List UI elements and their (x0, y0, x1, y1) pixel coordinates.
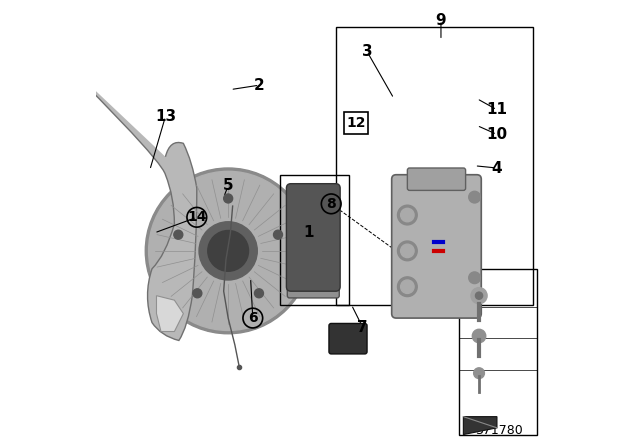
Circle shape (472, 329, 486, 343)
Circle shape (468, 191, 481, 203)
Circle shape (145, 168, 311, 334)
Circle shape (148, 171, 308, 331)
Circle shape (468, 272, 481, 284)
Text: 11: 11 (486, 102, 508, 117)
Text: 4: 4 (492, 160, 502, 176)
Circle shape (397, 241, 417, 261)
Circle shape (474, 368, 484, 379)
Text: 10: 10 (486, 127, 508, 142)
Text: 8: 8 (326, 197, 336, 211)
Circle shape (397, 205, 417, 225)
Bar (280, 175, 349, 305)
Circle shape (255, 289, 264, 298)
Circle shape (476, 292, 483, 299)
Bar (459, 269, 538, 435)
FancyBboxPatch shape (407, 168, 466, 190)
FancyBboxPatch shape (287, 184, 340, 291)
Text: 6: 6 (248, 311, 258, 325)
Circle shape (401, 208, 414, 222)
FancyBboxPatch shape (392, 175, 481, 318)
Text: 12: 12 (346, 116, 365, 130)
Circle shape (224, 194, 233, 203)
Circle shape (401, 280, 414, 293)
Text: 371780: 371780 (476, 424, 523, 437)
FancyBboxPatch shape (329, 323, 367, 354)
Text: 9: 9 (436, 13, 446, 28)
Circle shape (273, 230, 282, 239)
PathPatch shape (157, 296, 184, 332)
Circle shape (199, 222, 257, 280)
Text: 1: 1 (303, 225, 314, 241)
Polygon shape (463, 417, 497, 435)
Circle shape (471, 288, 487, 304)
Text: 14: 14 (187, 210, 207, 224)
Text: 7: 7 (357, 319, 368, 335)
FancyBboxPatch shape (287, 186, 339, 298)
Bar (336, 27, 533, 305)
Text: 3: 3 (362, 44, 372, 59)
PathPatch shape (148, 142, 197, 340)
Text: 2: 2 (254, 78, 265, 93)
Circle shape (208, 230, 248, 271)
Text: 13: 13 (155, 109, 176, 124)
Circle shape (397, 277, 417, 297)
Circle shape (193, 289, 202, 298)
Text: 5: 5 (223, 178, 234, 194)
Circle shape (174, 230, 183, 239)
Circle shape (401, 244, 414, 258)
